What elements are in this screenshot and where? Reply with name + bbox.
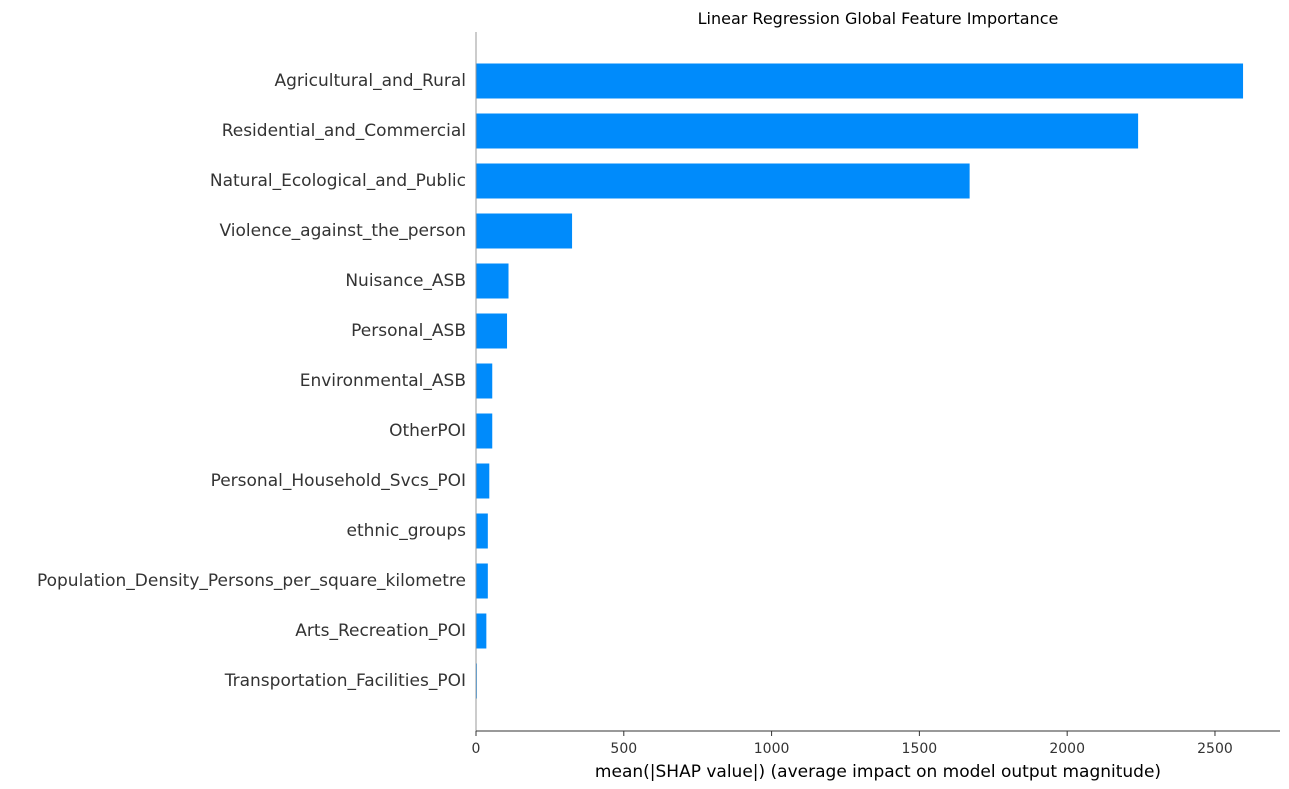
category-label-environmental-asb: Environmental_ASB [300,371,466,391]
bar-arts-recreation-poi [476,613,487,649]
chart-title: Linear Regression Global Feature Importa… [698,9,1059,28]
bar-personal-asb [476,313,508,349]
category-label-otherpoi: OtherPOI [389,421,466,441]
x-tick-label-2000: 2000 [1049,741,1085,757]
bar-nuisance-asb [476,263,509,299]
category-label-arts-recreation-poi: Arts_Recreation_POI [295,621,466,641]
category-label-violence-against-the-person: Violence_against_the_person [220,221,466,241]
x-tick-label-2500: 2500 [1197,741,1233,757]
category-label-natural-ecological-and-public: Natural_Ecological_and_Public [210,171,466,191]
category-labels: Agricultural_and_Rural Residential_and_Co… [37,71,466,691]
bars-layer [476,63,1244,699]
category-label-residential-and-commercial: Residential_and_Commercial [222,121,466,141]
category-label-personal-asb: Personal_ASB [351,321,466,341]
category-label-agricultural-and-rural: Agricultural_and_Rural [275,71,466,91]
bar-violence-against-the-person [476,213,573,249]
x-axis-label: mean(|SHAP value|) (average impact on mo… [595,762,1161,782]
bar-residential-and-commercial [476,113,1139,149]
category-label-ethnic-groups: ethnic_groups [347,521,467,541]
category-label-personal-household-svcs-poi: Personal_Household_Svcs_POI [211,471,466,491]
bar-otherpoi [476,413,493,449]
x-axis-ticks: 0 500 1000 1500 2000 2500 [472,731,1233,757]
bar-natural-ecological-and-public [476,163,970,199]
x-tick-label-1500: 1500 [902,741,938,757]
bar-personal-household-svcs-poi [476,463,490,499]
x-tick-label-0: 0 [472,741,481,757]
bar-ethnic-groups [476,513,488,549]
bar-environmental-asb [476,363,493,399]
x-tick-label-500: 500 [610,741,637,757]
category-label-transportation-facilities-poi: Transportation_Facilities_POI [224,671,466,691]
category-label-population-density-persons-per-square-kilometre: Population_Density_Persons_per_square_ki… [37,571,466,591]
x-tick-label-1000: 1000 [754,741,790,757]
bar-population-density-persons-per-square-kilometre [476,563,488,599]
bar-agricultural-and-rural [476,63,1244,99]
category-label-nuisance-asb: Nuisance_ASB [345,271,466,291]
